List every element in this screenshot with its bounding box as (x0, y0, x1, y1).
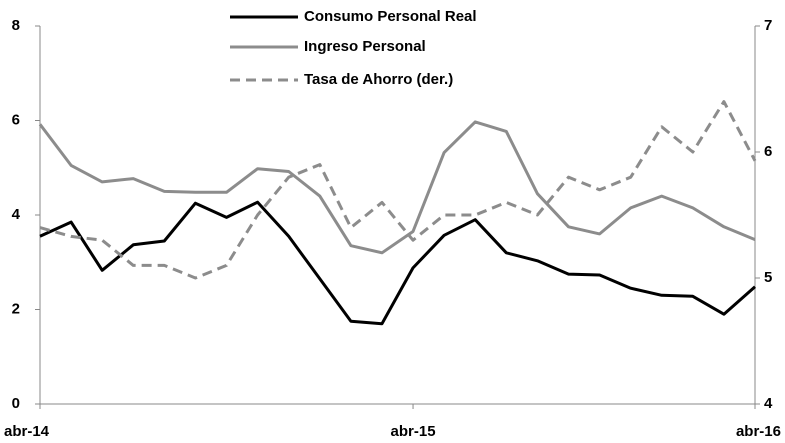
y-tick-label: 8 (12, 17, 20, 34)
series-line (38, 120, 756, 255)
x-tick-label: abr-14 (4, 423, 50, 440)
legend-label: Ingreso Personal (304, 38, 426, 55)
x-tick-label: abr-15 (391, 423, 436, 440)
y-tick-label: 4 (12, 206, 21, 223)
y-tick-label: 2 (12, 300, 20, 317)
y2-tick-label: 5 (764, 269, 772, 286)
y2-tick-label: 4 (764, 395, 773, 412)
series-line (39, 200, 756, 326)
y2-tick-label: 6 (764, 143, 772, 160)
y2-tick-label: 7 (764, 17, 772, 34)
x-tick-label: abr-16 (736, 423, 781, 440)
legend-label: Tasa de Ahorro (der.) (304, 71, 453, 88)
legend-label: Consumo Personal Real (304, 8, 477, 25)
y-tick-label: 0 (12, 395, 20, 412)
series-line (39, 100, 757, 280)
y-tick-label: 6 (12, 111, 20, 128)
